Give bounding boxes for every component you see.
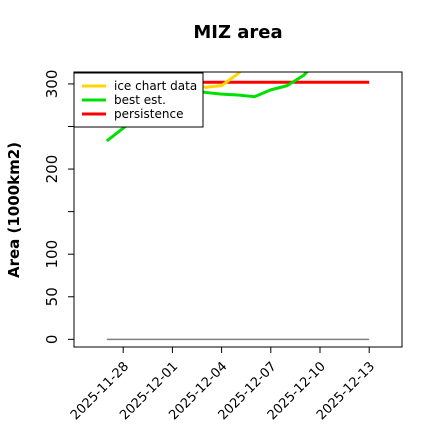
y-tick-label: 200 bbox=[43, 155, 61, 184]
plot-frame bbox=[73, 71, 403, 348]
y-tick-label: 0 bbox=[43, 335, 61, 345]
legend-label: ice chart data bbox=[114, 79, 197, 93]
legend-label: persistence bbox=[114, 107, 183, 121]
legend-label: best est. bbox=[114, 93, 166, 107]
chart-title: MIZ area bbox=[193, 22, 282, 43]
y-tick-label: 50 bbox=[43, 287, 61, 306]
y-axis-label: Area (1000km2) bbox=[5, 142, 23, 278]
y-tick-label: 300 bbox=[43, 70, 61, 99]
y-tick-label: 100 bbox=[43, 240, 61, 269]
